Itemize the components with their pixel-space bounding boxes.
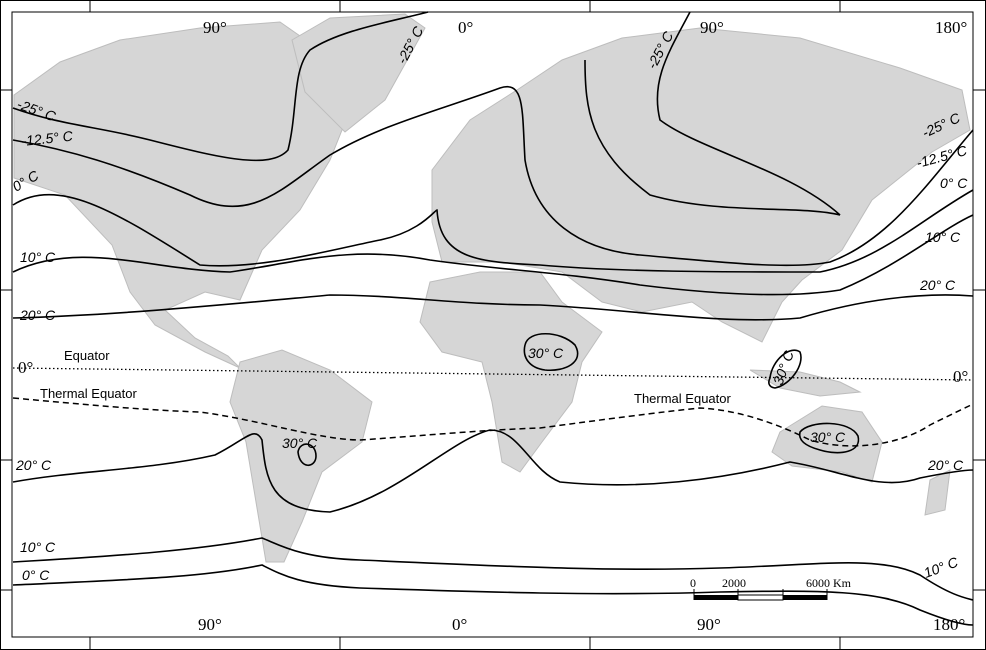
label-e-0: 0° C: [940, 175, 968, 191]
coordinate-labels: 90° 0° 90° 180° 90° 0° 90° 180° 0° 0°: [18, 18, 968, 634]
lat-label-right-0: 0°: [953, 367, 968, 386]
label-w-10: 10° C: [20, 249, 56, 265]
lon-label-top-90w: 90°: [203, 18, 227, 37]
isotherm-10s: [12, 537, 974, 601]
label-w-20s: 20° C: [15, 457, 52, 473]
isotherm-30-africa: [523, 333, 579, 371]
label-w-0s: 0° C: [22, 567, 50, 583]
label-w-20n: 20° C: [19, 307, 56, 323]
isotherm-minus25-na: [12, 11, 429, 162]
scale-bar: 0 2000 6000 Km: [690, 576, 852, 601]
thermal-equator-label-east: Thermal Equator: [634, 391, 731, 406]
landmasses: [13, 13, 971, 563]
label-na-minus12-5: -12.5° C: [21, 128, 75, 149]
south-america: [229, 349, 373, 563]
indonesia: [749, 369, 862, 397]
label-e-20n: 20° C: [919, 277, 956, 293]
lon-label-bottom-90e: 90°: [697, 615, 721, 634]
lon-label-bottom-0: 0°: [452, 615, 467, 634]
equator-line: [12, 367, 974, 381]
eurasia: [431, 27, 971, 343]
lat-label-left-0: 0°: [18, 358, 33, 377]
isotherm-0: [12, 189, 974, 273]
isotherm-30-south-america: [297, 443, 317, 467]
isotherm-20s: [12, 429, 974, 513]
label-africa-30: 30° C: [528, 345, 564, 361]
lon-label-top-90e: 90°: [700, 18, 724, 37]
scale-tick-0: 0: [690, 576, 696, 590]
scale-tick-2000: 2000: [722, 576, 746, 590]
label-aus-30: 30° C: [810, 429, 846, 445]
greenland: [291, 13, 426, 133]
label-w-10s: 10° C: [20, 539, 56, 555]
lon-label-bottom-180: 180°: [933, 615, 965, 634]
lon-label-top-0: 0°: [458, 18, 473, 37]
label-e-10: 10° C: [925, 229, 961, 245]
label-sa-30: 30° C: [282, 435, 318, 451]
isotherm-10: [12, 214, 974, 296]
isotherms: [12, 11, 974, 626]
lon-label-top-180: 180°: [935, 18, 967, 37]
isotherm-30-australia: [798, 422, 860, 454]
thermal-equator-line: [12, 397, 974, 447]
isotherm-minus25-eurasia-west: [584, 59, 841, 216]
thermal-equator-label-west: Thermal Equator: [40, 386, 137, 401]
label-e-20s: 20° C: [927, 457, 964, 473]
africa: [419, 271, 603, 473]
north-america: [13, 21, 351, 369]
isotherm-minus25-asia: [656, 11, 841, 216]
scale-tick-6000: 6000 Km: [806, 576, 852, 590]
lon-label-bottom-90w: 90°: [198, 615, 222, 634]
isotherm-0s: [12, 564, 974, 626]
isotherm-minus12-5: [12, 85, 974, 267]
equator-label: Equator: [64, 348, 110, 363]
isotherm-20n: [12, 294, 974, 321]
isotherm-30-indonesia: [768, 349, 802, 389]
